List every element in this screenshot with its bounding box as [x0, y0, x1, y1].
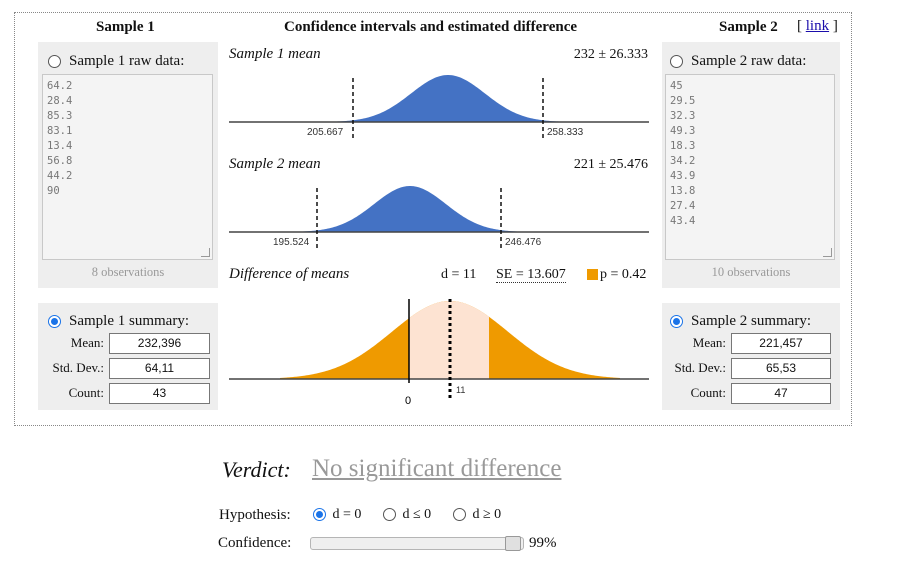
- hypothesis-eq-label: d = 0: [332, 507, 362, 522]
- sample1-mean-input[interactable]: 232,396: [109, 333, 210, 354]
- sample2-raw-textarea[interactable]: 45 29.5 32.3 49.3 18.3 34.2 43.9 13.8 27.4 43.4: [665, 74, 835, 260]
- difference-d: d = 11: [441, 267, 477, 282]
- sample1-mean-heading: Sample 1 mean: [229, 46, 321, 62]
- difference-p: p = 0.42: [600, 267, 647, 282]
- sample2-ci-lower: 195.524: [273, 237, 310, 248]
- bracket-open: [: [797, 18, 806, 34]
- sample1-mean-label: Mean:: [70, 335, 104, 350]
- zero-tick: 0: [405, 395, 412, 407]
- sample1-curve: [300, 75, 600, 122]
- sample2-raw-values: 45 29.5 32.3 49.3 18.3 34.2 43.9 13.8 27.4 43.4: [670, 79, 830, 229]
- raw-value: 27.4: [670, 200, 696, 212]
- sample2-raw-radio[interactable]: [670, 54, 683, 68]
- sample1-count-input[interactable]: 43: [109, 383, 210, 404]
- hypothesis-label: Hypothesis:: [219, 507, 291, 523]
- analysis-frame: [14, 12, 852, 426]
- confidence-label: Confidence:: [218, 535, 292, 551]
- raw-value: 34.2: [670, 155, 696, 167]
- difference-tick: 11: [456, 385, 466, 395]
- sample2-title: Sample 2: [719, 19, 778, 35]
- sample2-mean-input[interactable]: 221,457: [731, 333, 831, 354]
- hypothesis-ge-radio[interactable]: [453, 508, 466, 522]
- verdict-label: Verdict:: [222, 457, 291, 482]
- sample2-mean-heading: Sample 2 mean: [229, 156, 321, 172]
- sample1-summary-label: Sample 1 summary:: [69, 313, 189, 329]
- p-value-swatch: [587, 269, 598, 280]
- resize-grip-icon[interactable]: [201, 248, 210, 257]
- sample2-sd-input[interactable]: 65,53: [731, 358, 831, 379]
- sample1-summary-radio[interactable]: [48, 314, 61, 328]
- sample2-raw-label: Sample 2 raw data:: [691, 53, 807, 69]
- hypothesis-le-radio[interactable]: [383, 508, 396, 522]
- sample2-summary-radio[interactable]: [670, 314, 683, 328]
- sample1-ci-lower: 205.667: [307, 127, 344, 138]
- sample1-raw-textarea[interactable]: 64.2 28.4 85.3 83.1 13.4 56.8 44.2 90: [42, 74, 213, 260]
- sample1-ci-upper: 258.333: [547, 127, 584, 138]
- sample1-title: Sample 1: [96, 19, 155, 35]
- sample1-count-label: Count:: [68, 385, 104, 400]
- raw-value: 32.3: [670, 110, 696, 122]
- difference-heading: Difference of means: [229, 266, 350, 282]
- sample2-ci-upper: 246.476: [505, 237, 542, 248]
- sample2-sd-label: Std. Dev.:: [674, 360, 726, 375]
- confidence-value: 99%: [529, 535, 557, 551]
- raw-value: 43.4: [670, 215, 696, 227]
- sample1-sd-input[interactable]: 64,11: [109, 358, 210, 379]
- difference-acceptance-area: [409, 301, 489, 379]
- raw-value: 18.3: [670, 140, 696, 152]
- raw-value: 28.4: [47, 95, 73, 107]
- link-wrapper: [ link ]: [797, 18, 838, 35]
- raw-value: 13.8: [670, 185, 696, 197]
- confidence-slider-thumb[interactable]: [505, 536, 522, 551]
- hypothesis-le-label: d ≤ 0: [402, 507, 432, 522]
- raw-value: 43.9: [670, 170, 696, 182]
- raw-value: 44.2: [47, 170, 73, 182]
- sample1-raw-option[interactable]: Sample 1 raw data:: [48, 52, 184, 70]
- raw-value: 64.2: [47, 80, 73, 92]
- sample2-summary-option[interactable]: Sample 2 summary:: [670, 312, 811, 330]
- sample2-count-label: Count:: [690, 385, 726, 400]
- link[interactable]: link: [805, 18, 830, 34]
- sample2-mean-value: 221 ± 25.476: [573, 157, 648, 172]
- sample1-raw-label: Sample 1 raw data:: [69, 53, 185, 69]
- difference-se: SE = 13.607: [496, 267, 566, 283]
- raw-value: 49.3: [670, 125, 696, 137]
- sample2-curve: [270, 186, 555, 232]
- raw-value: 56.8: [47, 155, 73, 167]
- confidence-slider[interactable]: [310, 536, 524, 551]
- sample2-summary-label: Sample 2 summary:: [691, 313, 811, 329]
- raw-value: 83.1: [47, 125, 73, 137]
- hypothesis-option-ge[interactable]: d ≥ 0: [453, 507, 501, 523]
- sample1-raw-values: 64.2 28.4 85.3 83.1 13.4 56.8 44.2 90: [47, 79, 208, 199]
- sample2-count-input[interactable]: 47: [731, 383, 831, 404]
- sample1-sd-label: Std. Dev.:: [52, 360, 104, 375]
- sample2-observations: 10 observations: [711, 265, 791, 279]
- sample2-raw-option[interactable]: Sample 2 raw data:: [670, 52, 806, 70]
- raw-value: 13.4: [47, 140, 73, 152]
- raw-value: 29.5: [670, 95, 696, 107]
- resize-grip-icon[interactable]: [823, 248, 832, 257]
- sample1-summary-option[interactable]: Sample 1 summary:: [48, 312, 189, 330]
- hypothesis-eq-radio[interactable]: [313, 508, 326, 522]
- hypothesis-option-eq[interactable]: d = 0: [313, 507, 361, 523]
- sample2-mean-label: Mean:: [692, 335, 726, 350]
- sample1-observations: 8 observations: [91, 265, 165, 279]
- sample1-mean-value: 232 ± 26.333: [573, 47, 648, 62]
- raw-value: 45: [670, 80, 683, 92]
- verdict-text[interactable]: No significant difference: [312, 455, 562, 482]
- sample1-raw-radio[interactable]: [48, 54, 61, 68]
- hypothesis-ge-label: d ≥ 0: [472, 507, 502, 522]
- middle-title: Confidence intervals and estimated diffe…: [284, 19, 578, 35]
- hypothesis-option-le[interactable]: d ≤ 0: [383, 507, 431, 523]
- raw-value: 90: [47, 185, 60, 197]
- raw-value: 85.3: [47, 110, 73, 122]
- bracket-close: ]: [829, 18, 838, 34]
